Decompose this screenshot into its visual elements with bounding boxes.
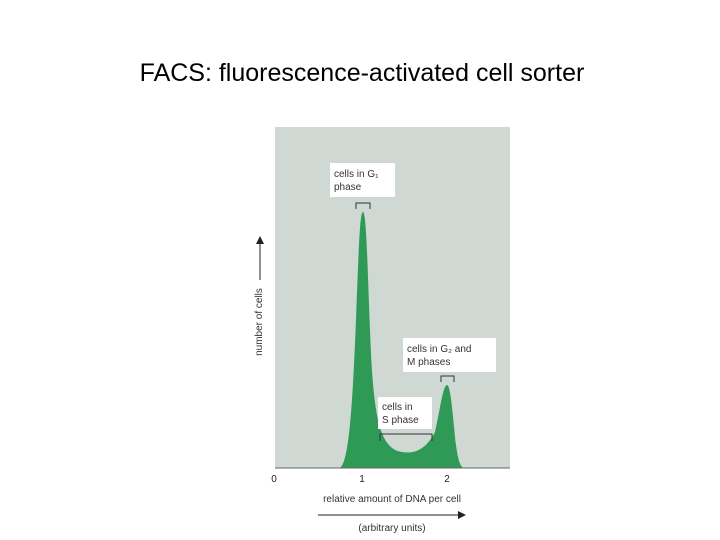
annotation-box	[403, 338, 496, 372]
x-axis-label: relative amount of DNA per cell	[323, 494, 461, 505]
x-tick-label: 1	[359, 474, 365, 485]
annotation-text: phase	[334, 182, 362, 193]
x-tick-label: 0	[271, 474, 277, 485]
bracket	[379, 433, 433, 441]
annotation-text: S phase	[382, 415, 419, 426]
y-axis-label: number of cells	[254, 288, 265, 356]
bracket	[355, 202, 371, 209]
x-tick-label: 2	[444, 474, 450, 485]
annotation-text: cells in G₁	[334, 169, 379, 180]
x-arrowhead	[458, 511, 466, 519]
x-axis-unit: (arbitrary units)	[358, 523, 425, 534]
annotation-text: cells in G₂ and	[407, 344, 471, 355]
annotation-box	[330, 163, 395, 197]
bracket	[440, 375, 455, 382]
annotation-text: cells in	[382, 402, 413, 413]
slide-title: FACS: fluorescence-activated cell sorter	[140, 59, 585, 87]
annotation-box	[378, 397, 432, 429]
y-arrowhead	[256, 236, 264, 244]
histogram-curve	[340, 212, 463, 468]
annotation-text: M phases	[407, 357, 450, 368]
